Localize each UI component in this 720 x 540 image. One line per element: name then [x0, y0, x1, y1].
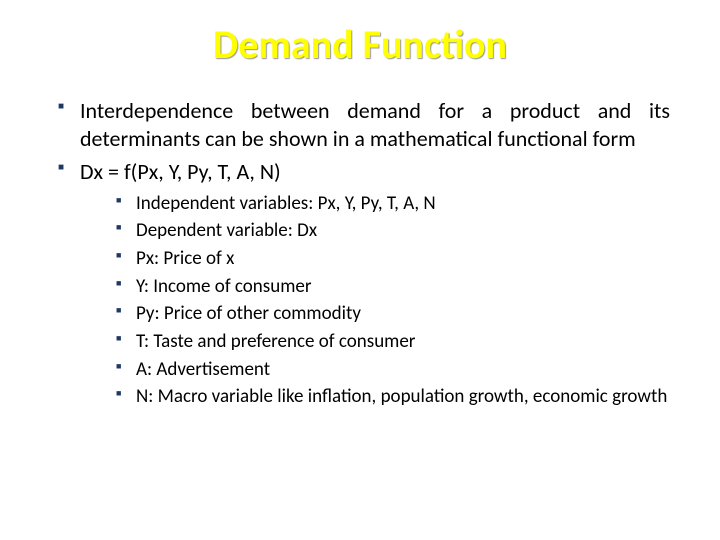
list-item: Dx = f(Px, Y, Py, T, A, N) Independent v… [58, 158, 670, 410]
sub-list-item: Py: Price of other commodity [116, 302, 670, 327]
sub-list-item-text: Py: Price of other commodity [136, 302, 361, 325]
sub-list-item: Y: Income of consumer [116, 275, 670, 300]
sub-list-item-text: A: Advertisement [136, 358, 270, 381]
sub-list-item: Dependent variable: Dx [116, 219, 670, 244]
sub-list-item-text: Dependent variable: Dx [136, 219, 317, 242]
sub-list-item-text: Px: Price of x [136, 247, 234, 270]
list-item-text: Interdependence between demand for a pro… [80, 97, 670, 152]
sub-bullet-list: Independent variables: Px, Y, Py, T, A, … [80, 192, 670, 411]
sub-list-item-text: Independent variables: Px, Y, Py, T, A, … [136, 192, 436, 215]
sub-list-item: Px: Price of x [116, 247, 670, 272]
sub-list-item-text: T: Taste and preference of consumer [136, 330, 415, 353]
slide-title: Demand Function [50, 20, 670, 69]
sub-list-item: N: Macro variable like inflation, popula… [116, 385, 670, 410]
slide: Demand Function Interdependence between … [0, 0, 720, 540]
list-item-text: Dx = f(Px, Y, Py, T, A, N) [80, 158, 281, 185]
bullet-list: Interdependence between demand for a pro… [50, 97, 670, 410]
sub-list-item: Independent variables: Px, Y, Py, T, A, … [116, 192, 670, 217]
sub-list-item-text: Y: Income of consumer [136, 275, 311, 298]
list-item: Interdependence between demand for a pro… [58, 97, 670, 152]
sub-list-item: T: Taste and preference of consumer [116, 330, 670, 355]
sub-list-item-text: N: Macro variable like inflation, popula… [136, 385, 667, 408]
sub-list-item: A: Advertisement [116, 358, 670, 383]
